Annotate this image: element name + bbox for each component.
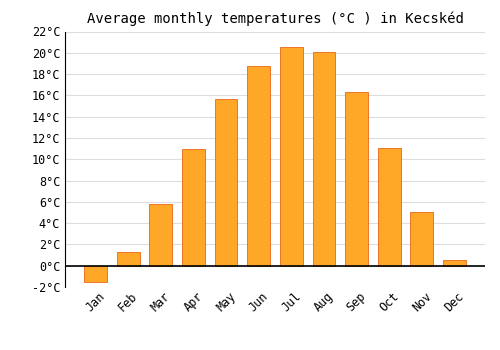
Bar: [150, 204, 172, 266]
Bar: [345, 92, 368, 266]
Bar: [378, 148, 400, 266]
Bar: [84, 266, 107, 282]
Bar: [248, 65, 270, 266]
Bar: [312, 52, 336, 266]
Bar: [182, 149, 205, 266]
Bar: [443, 260, 466, 266]
Bar: [410, 212, 434, 266]
Bar: [214, 99, 238, 266]
Title: Average monthly temperatures (°C ) in Kecskéd: Average monthly temperatures (°C ) in Ke…: [86, 12, 464, 26]
Bar: [116, 252, 140, 266]
Bar: [280, 48, 302, 266]
